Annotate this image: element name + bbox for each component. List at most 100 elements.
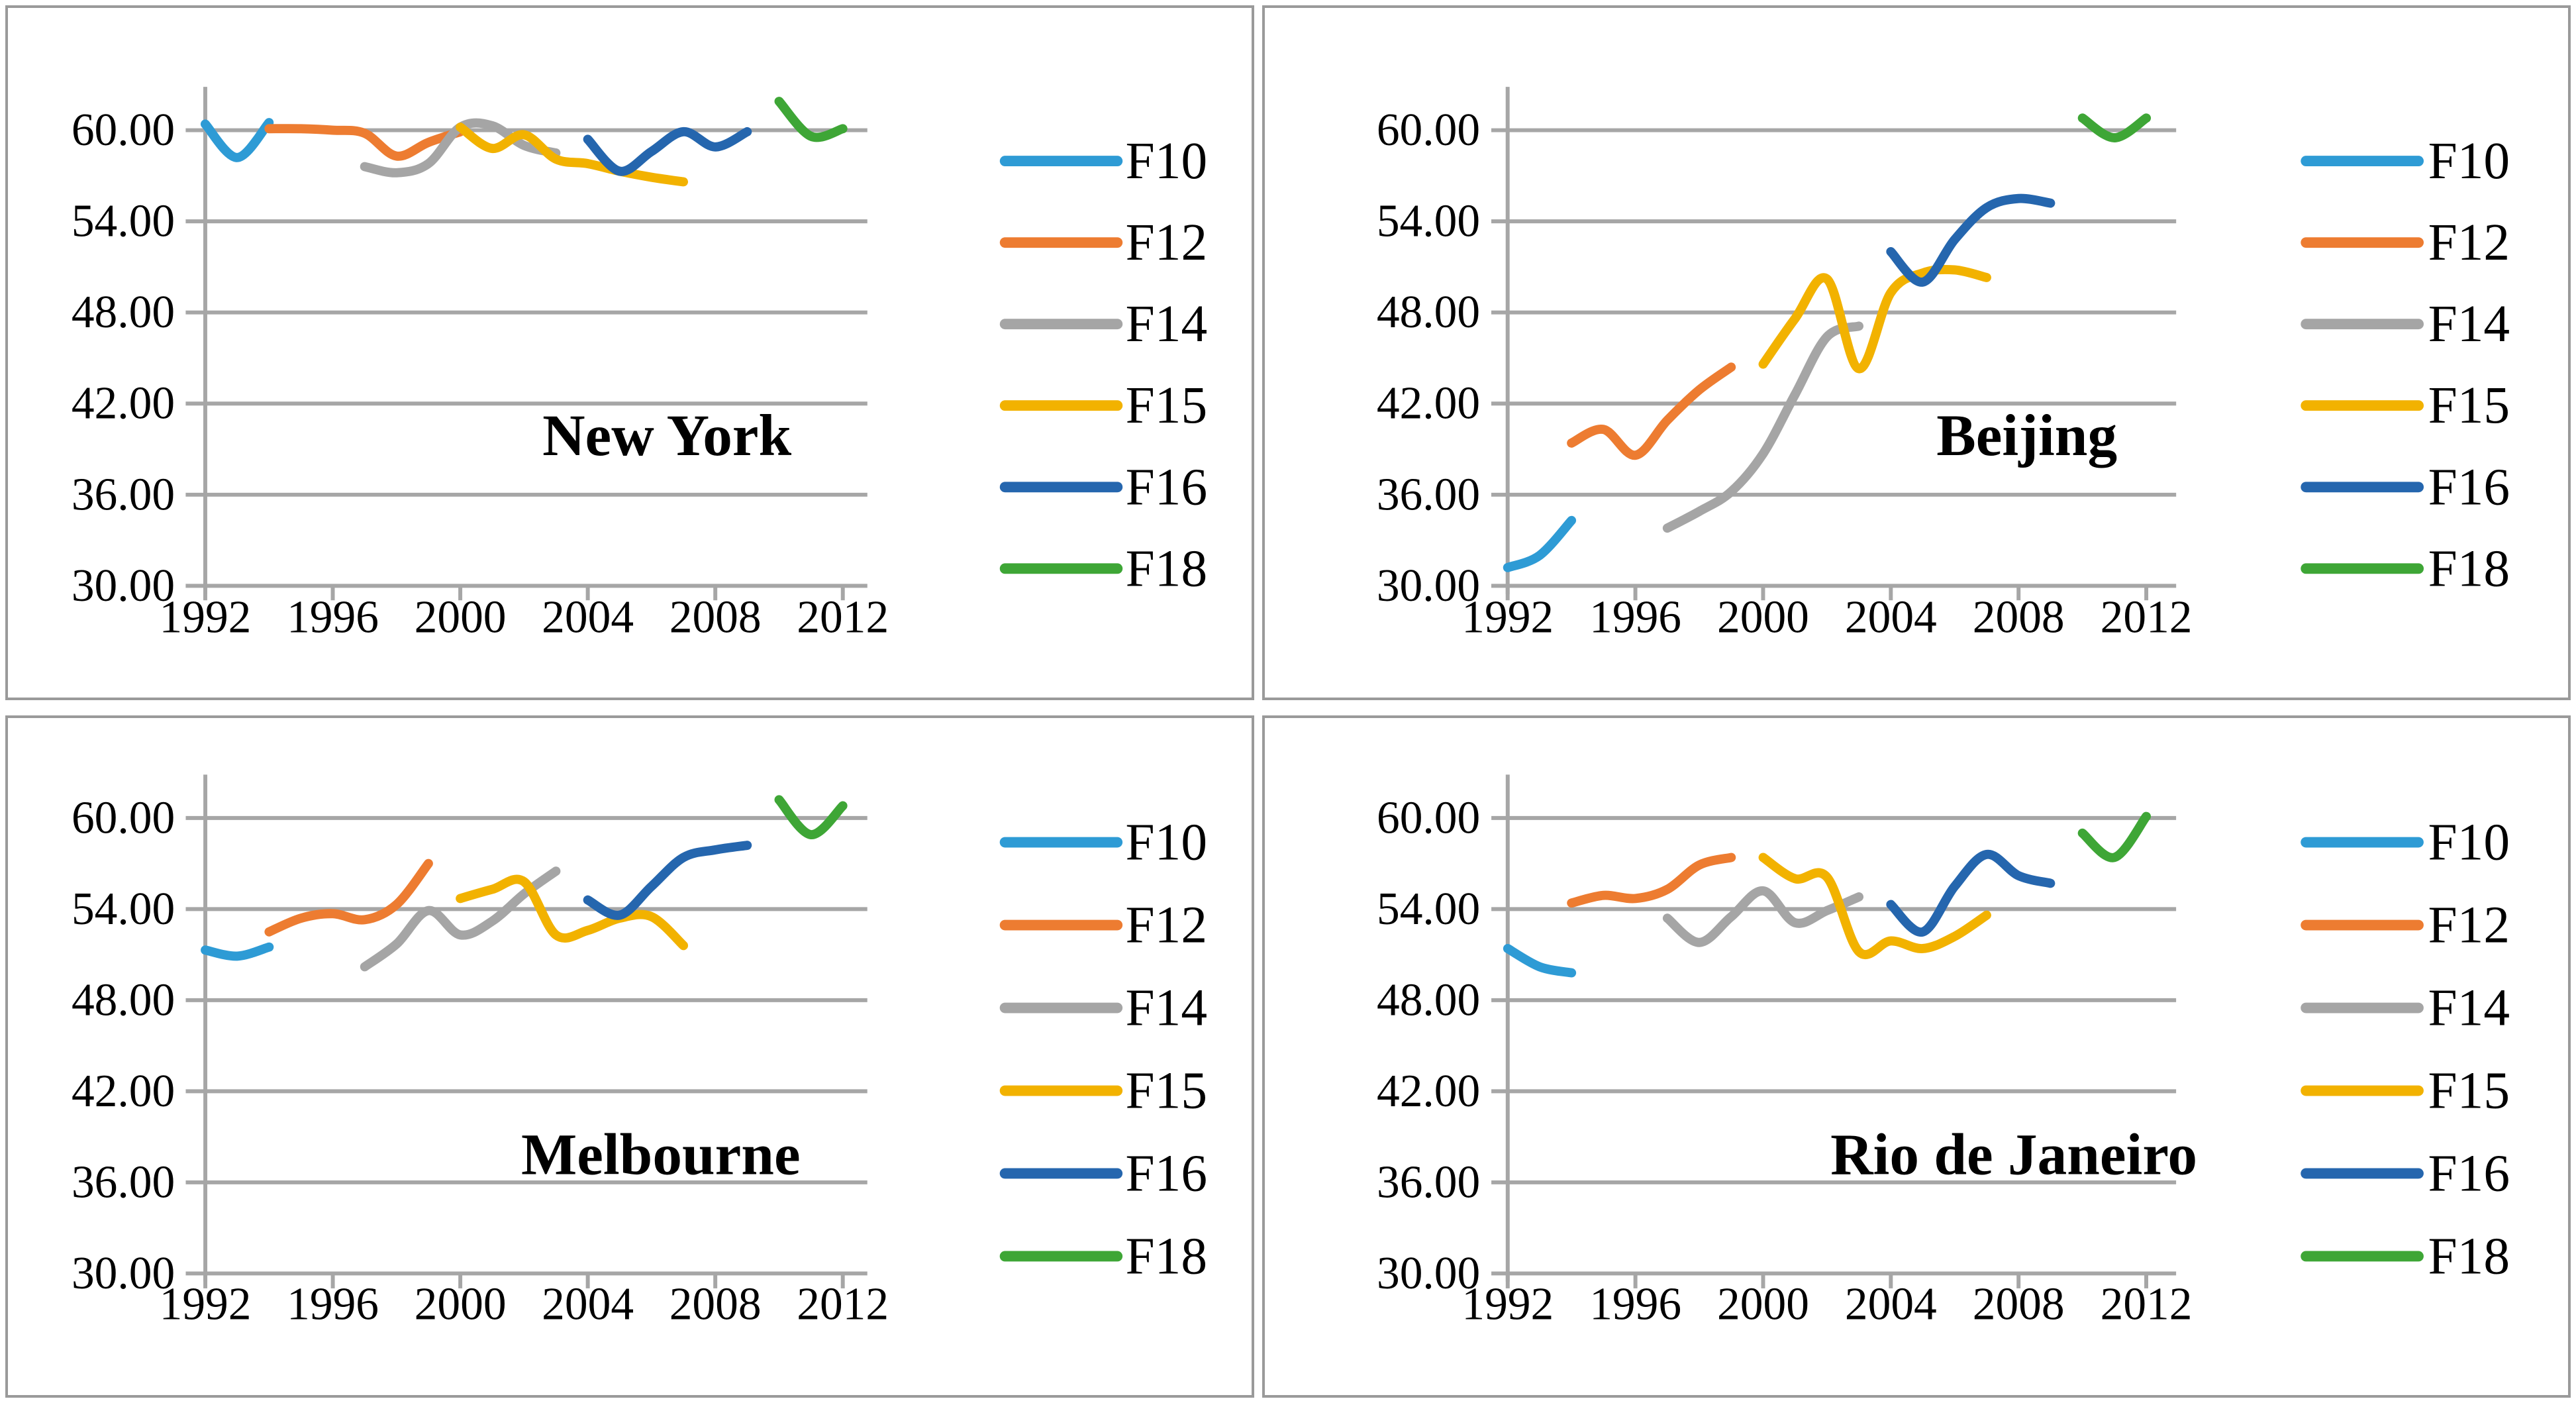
legend-label-F15: F15: [2428, 376, 2510, 435]
chart-panel-melbourne: 60.00 54.00 48.00 42.00 36.00 30.00 1992 1996 20…: [5, 715, 1254, 1398]
y-axis-label: 54.00: [1377, 196, 1480, 247]
y-axis-label: 60.00: [1377, 105, 1480, 156]
y-axis-label: 60.00: [1377, 792, 1480, 843]
legend-label-F12: F12: [1126, 896, 1208, 955]
y-axis-label: 30.00: [1377, 560, 1480, 611]
y-axis-label: 54.00: [1377, 884, 1480, 935]
legend-label-F10: F10: [1126, 813, 1208, 872]
chart-title: Rio de Janeiro: [1830, 1122, 2197, 1188]
series-line-F15: [1758, 853, 1991, 959]
series-line-F18: [774, 97, 848, 142]
legend-label-F12: F12: [2428, 896, 2510, 955]
x-axis-label: 2008: [1973, 1279, 2065, 1330]
series-line-F16: [583, 841, 752, 920]
chart-title: Melbourne: [521, 1122, 801, 1188]
y-axis-label: 42.00: [72, 1066, 175, 1117]
legend-label-F12: F12: [2428, 213, 2510, 272]
y-axis-label: 48.00: [72, 974, 175, 1025]
series-line-F15: [456, 874, 689, 951]
legend-label-F18: F18: [2428, 539, 2510, 598]
y-axis-label: 60.00: [72, 105, 175, 156]
x-axis-label: 1992: [160, 592, 252, 643]
legend-label-F14: F14: [2428, 979, 2510, 1037]
x-axis-label: 2012: [797, 592, 889, 643]
legend-label-F16: F16: [1126, 458, 1208, 516]
x-axis-label: 1996: [1589, 1279, 1681, 1330]
legend-label-F16: F16: [2428, 1144, 2510, 1202]
legend-label-F18: F18: [1126, 1227, 1208, 1285]
series-line-F16: [1886, 193, 2056, 287]
legend-label-F15: F15: [1126, 1062, 1208, 1120]
series-line-F12: [1567, 362, 1736, 460]
legend-label-F14: F14: [2428, 295, 2510, 353]
y-axis-label: 42.00: [1377, 1066, 1480, 1117]
legend-label-F15: F15: [1126, 376, 1208, 435]
x-axis-label: 2004: [542, 1279, 634, 1330]
y-axis-label: 42.00: [72, 378, 175, 429]
series-line-F16: [1886, 849, 2056, 937]
series-line-F14: [1662, 321, 1864, 533]
x-axis-label: 2008: [1973, 592, 2065, 643]
series-line-F12: [264, 124, 466, 161]
y-axis-label: 36.00: [1377, 469, 1480, 520]
x-axis-label: 1996: [1589, 592, 1681, 643]
series-line-F18: [774, 795, 848, 839]
legend-label-F14: F14: [1126, 979, 1208, 1037]
x-axis-label: 1996: [287, 1279, 379, 1330]
chart-panel-beijing: 60.00 54.00 48.00 42.00 36.00 30.00 1992 1996 20…: [1262, 5, 2571, 700]
y-axis-label: 54.00: [72, 196, 175, 247]
x-axis-label: 2000: [1717, 592, 1809, 643]
legend-label-F16: F16: [2428, 458, 2510, 516]
series-line-F15: [456, 123, 689, 187]
x-axis-label: 1992: [160, 1279, 252, 1330]
chart-panel-new-york: 60.00 54.00 48.00 42.00 36.00 30.00 1992 1996 20…: [5, 5, 1254, 700]
series-line-F16: [583, 127, 752, 176]
series-line-F10: [1503, 515, 1577, 572]
chart-title: Beijing: [1936, 403, 2117, 468]
y-axis-label: 54.00: [72, 884, 175, 935]
x-axis-label: 2000: [415, 1279, 507, 1330]
x-axis-label: 2008: [669, 592, 762, 643]
series-line-F10: [1503, 944, 1577, 978]
legend-label-F12: F12: [1126, 213, 1208, 272]
chart-title: New York: [542, 403, 791, 468]
x-axis-label: 1992: [1461, 1279, 1554, 1330]
y-axis-label: 60.00: [72, 792, 175, 843]
x-axis-label: 2008: [669, 1279, 762, 1330]
series-line-F12: [1567, 853, 1736, 908]
y-axis-label: 30.00: [72, 1248, 175, 1299]
x-axis-label: 2004: [1845, 592, 1937, 643]
legend-label-F18: F18: [1126, 539, 1208, 598]
y-axis-label: 36.00: [72, 1157, 175, 1208]
legend-label-F10: F10: [2428, 813, 2510, 872]
y-axis-label: 36.00: [1377, 1157, 1480, 1208]
y-axis-label: 48.00: [1377, 974, 1480, 1025]
y-axis-label: 42.00: [1377, 378, 1480, 429]
legend-label-F15: F15: [2428, 1062, 2510, 1120]
x-axis-label: 2004: [1845, 1279, 1937, 1330]
legend-label-F10: F10: [1126, 132, 1208, 190]
y-axis-label: 30.00: [1377, 1248, 1480, 1299]
series-line-F15: [1758, 264, 1991, 374]
y-axis-label: 36.00: [72, 469, 175, 520]
series-line-F14: [1662, 886, 1864, 947]
series-line-F10: [200, 118, 274, 162]
legend-label-F18: F18: [2428, 1227, 2510, 1285]
y-axis-label: 48.00: [72, 287, 175, 338]
x-axis-label: 2000: [1717, 1279, 1809, 1330]
x-axis-label: 2012: [2101, 592, 2193, 643]
x-axis-label: 2012: [2101, 1279, 2193, 1330]
legend-label-F14: F14: [1126, 295, 1208, 353]
legend-label-F16: F16: [1126, 1144, 1208, 1202]
series-line-F12: [264, 858, 433, 937]
series-line-F18: [2077, 113, 2152, 142]
x-axis-label: 1992: [1461, 592, 1554, 643]
chart-panel-rio-de-janeiro: 60.00 54.00 48.00 42.00 36.00 30.00 1992 1996 20…: [1262, 715, 2571, 1398]
x-axis-label: 2000: [415, 592, 507, 643]
y-axis-label: 48.00: [1377, 287, 1480, 338]
series-line-F14: [360, 866, 561, 972]
